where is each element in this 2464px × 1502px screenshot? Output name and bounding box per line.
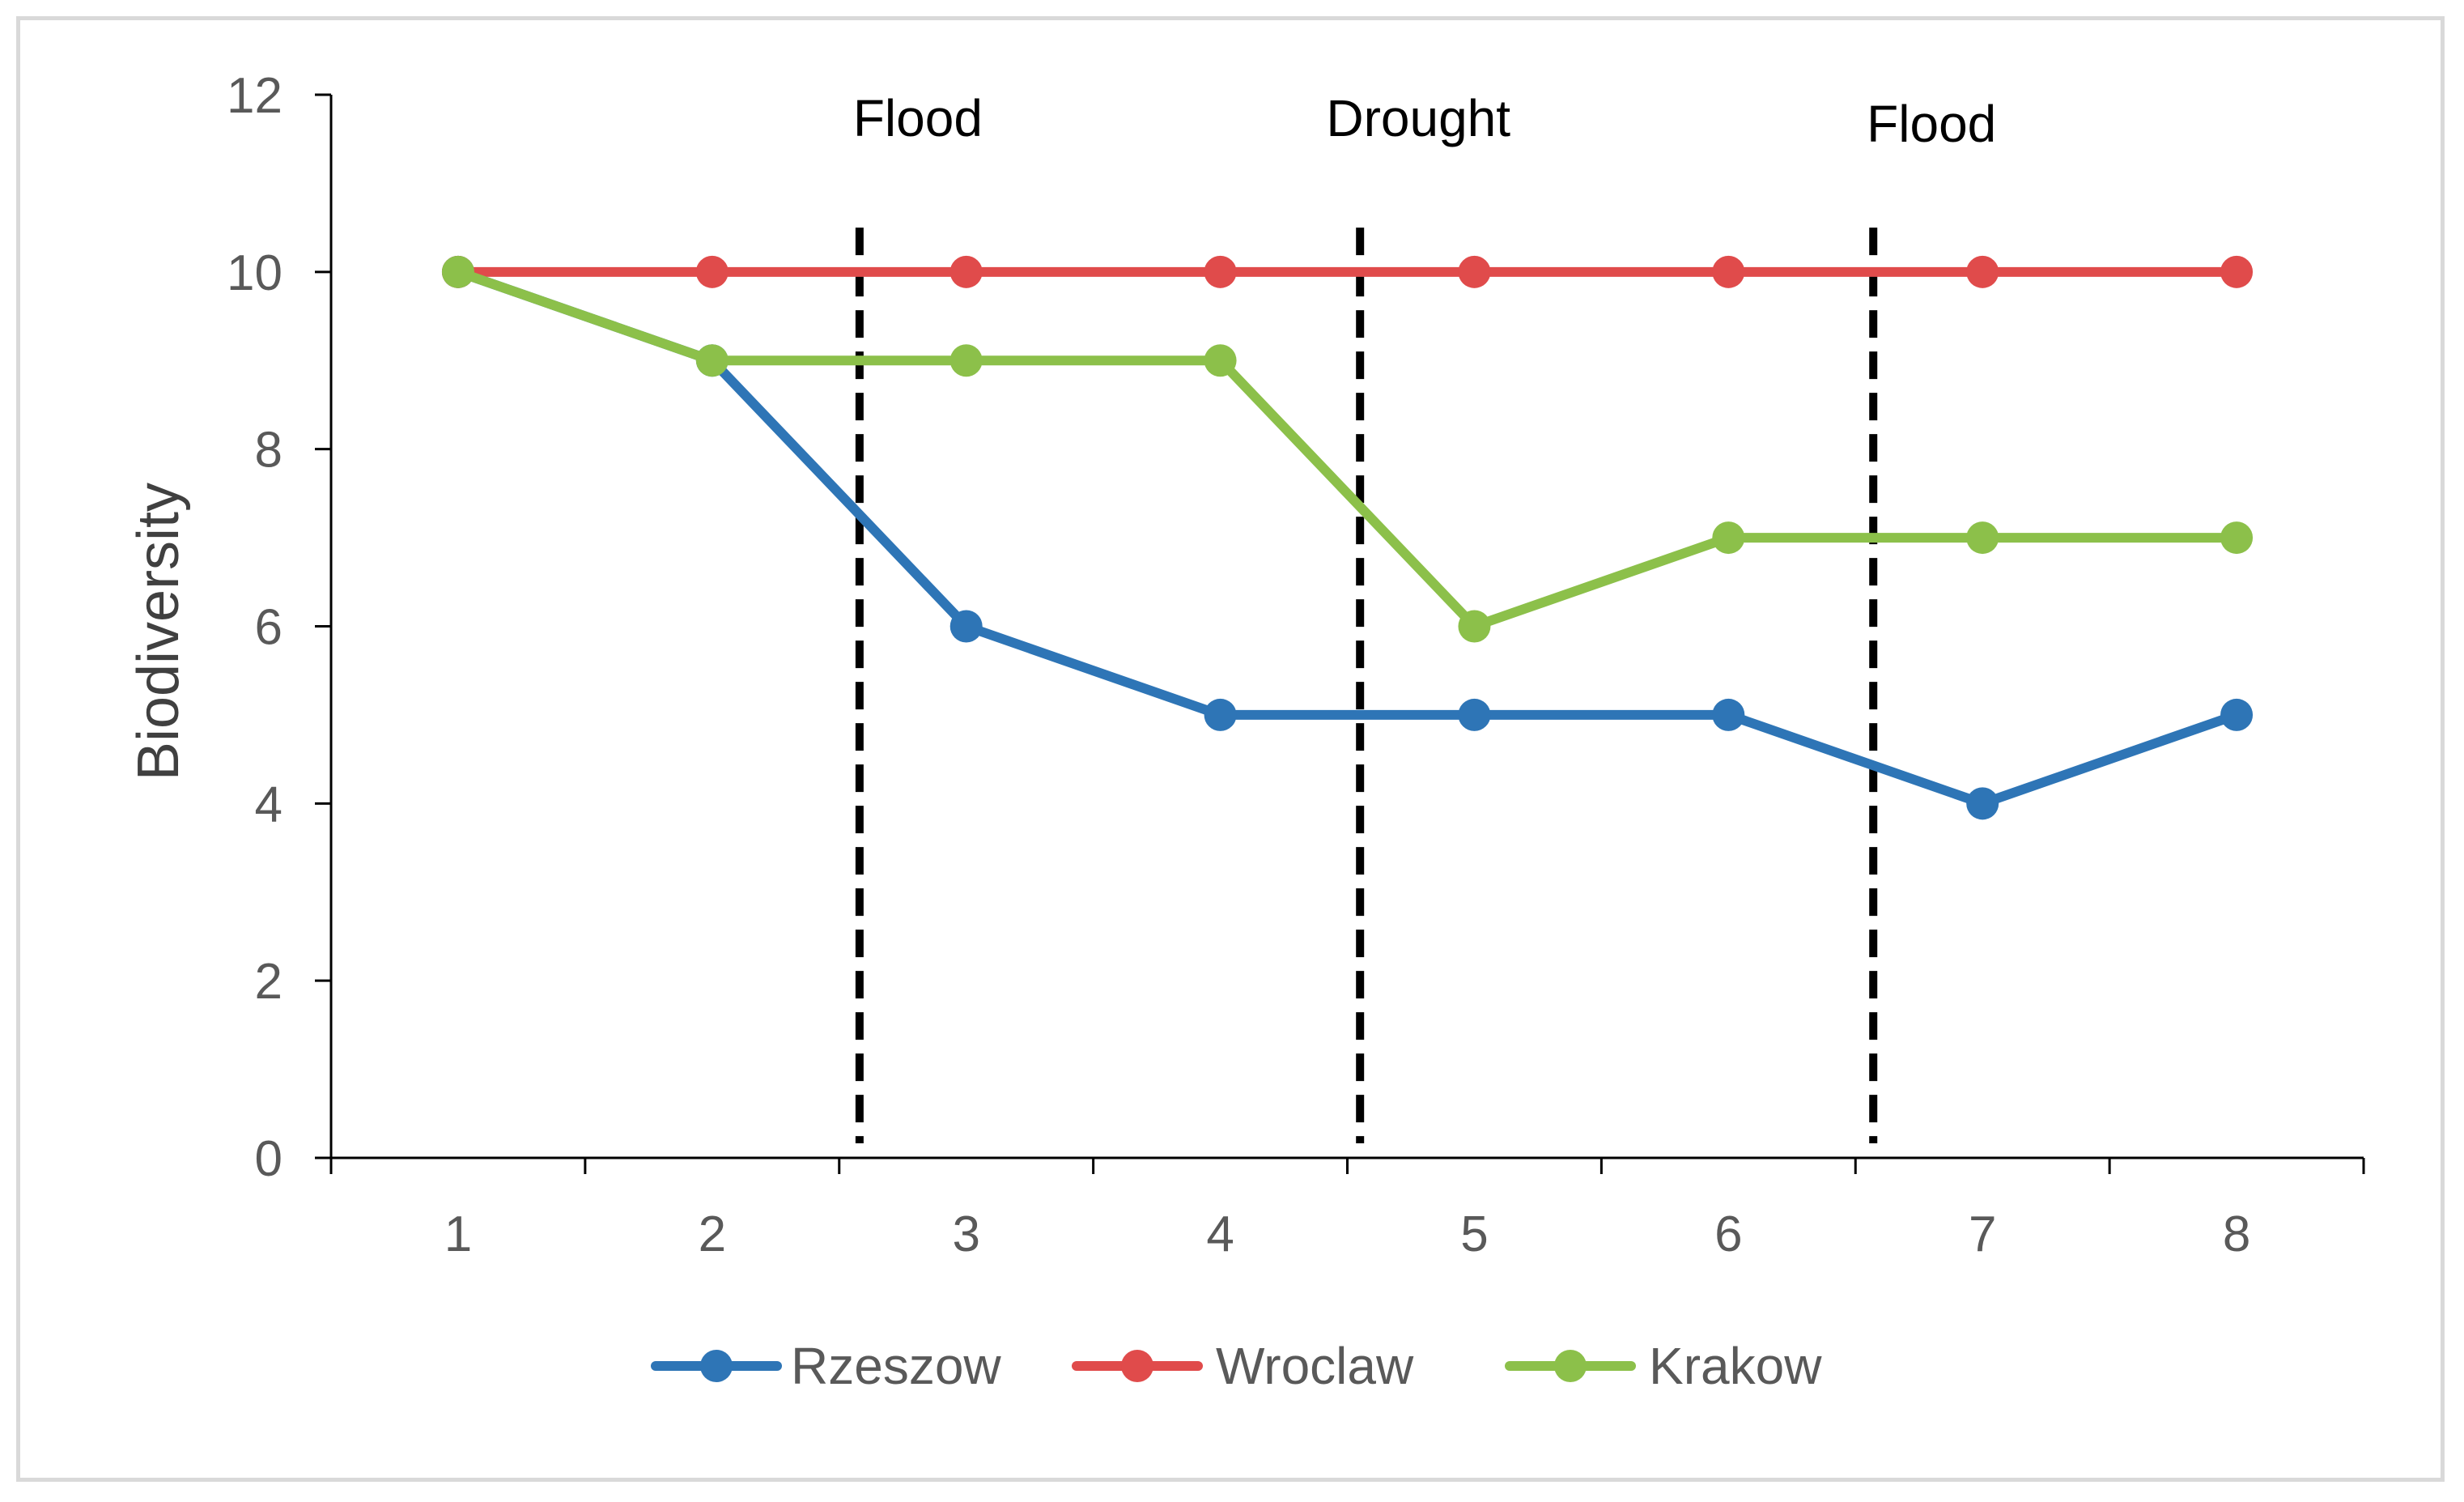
data-point xyxy=(2220,255,2254,288)
legend: Rzeszow Wroclaw Krakow xyxy=(651,1337,1822,1395)
y-axis-title: Biodiversity xyxy=(126,483,191,781)
x-tick-label: 8 xyxy=(2223,1206,2250,1262)
y-tick-label: 0 xyxy=(255,1131,283,1187)
series-wroclaw xyxy=(441,255,2254,288)
data-point xyxy=(1204,344,1237,377)
legend-label: Rzeszow xyxy=(791,1337,1001,1395)
legend-marker xyxy=(1121,1350,1153,1382)
series-line xyxy=(452,266,2242,632)
data-point xyxy=(2220,698,2254,731)
event-label: Flood xyxy=(853,89,983,147)
legend-marker xyxy=(700,1350,733,1382)
event-label: Flood xyxy=(1867,95,1996,153)
x-tick-label: 4 xyxy=(1206,1206,1234,1262)
legend-item-krakow: Krakow xyxy=(1505,1337,1822,1395)
x-tick-label: 5 xyxy=(1460,1206,1488,1262)
data-point xyxy=(949,610,983,643)
x-tick-label: 3 xyxy=(952,1206,979,1262)
data-point xyxy=(1458,698,1491,731)
data-point xyxy=(1712,521,1745,555)
data-point xyxy=(1204,698,1237,731)
x-tick-label: 7 xyxy=(1969,1206,1996,1262)
event-markers: Flood Drought Flood xyxy=(853,89,1996,1143)
data-point xyxy=(1712,255,1745,288)
legend-marker xyxy=(1554,1350,1587,1382)
data-point xyxy=(1204,255,1237,288)
y-tick-label: 10 xyxy=(227,245,283,301)
legend-label: Wroclaw xyxy=(1216,1337,1414,1395)
data-point xyxy=(1458,255,1491,288)
x-tick-label: 1 xyxy=(444,1206,472,1262)
y-tick-label: 8 xyxy=(255,423,283,479)
chart-frame: 0 2 4 6 8 10 12 1 2 3 4 5 6 7 8 Flood Drought Flood Biod… xyxy=(16,16,2445,1482)
data-point xyxy=(2220,521,2254,555)
y-tick-label: 2 xyxy=(255,954,283,1010)
series-krakow xyxy=(441,255,2254,643)
event-label: Drought xyxy=(1326,89,1510,147)
legend-label: Krakow xyxy=(1649,1337,1822,1395)
x-tick-label: 2 xyxy=(699,1206,726,1262)
data-point xyxy=(1966,521,1999,555)
legend-item-rzeszow: Rzeszow xyxy=(651,1337,1001,1395)
y-tick-label: 6 xyxy=(255,600,283,656)
series-lines xyxy=(441,255,2254,820)
data-point xyxy=(695,344,729,377)
data-point xyxy=(1458,610,1491,643)
data-point xyxy=(695,255,729,288)
legend-item-wroclaw: Wroclaw xyxy=(1072,1337,1414,1395)
data-point xyxy=(1712,698,1745,731)
series-line xyxy=(452,266,2242,809)
data-point xyxy=(949,344,983,377)
y-tick-label: 12 xyxy=(227,68,283,124)
data-point xyxy=(949,255,983,288)
data-point xyxy=(1966,787,1999,820)
x-tick-label: 6 xyxy=(1714,1206,1742,1262)
data-point xyxy=(441,255,474,288)
y-tick-label: 4 xyxy=(255,777,283,832)
data-point xyxy=(1966,255,1999,288)
